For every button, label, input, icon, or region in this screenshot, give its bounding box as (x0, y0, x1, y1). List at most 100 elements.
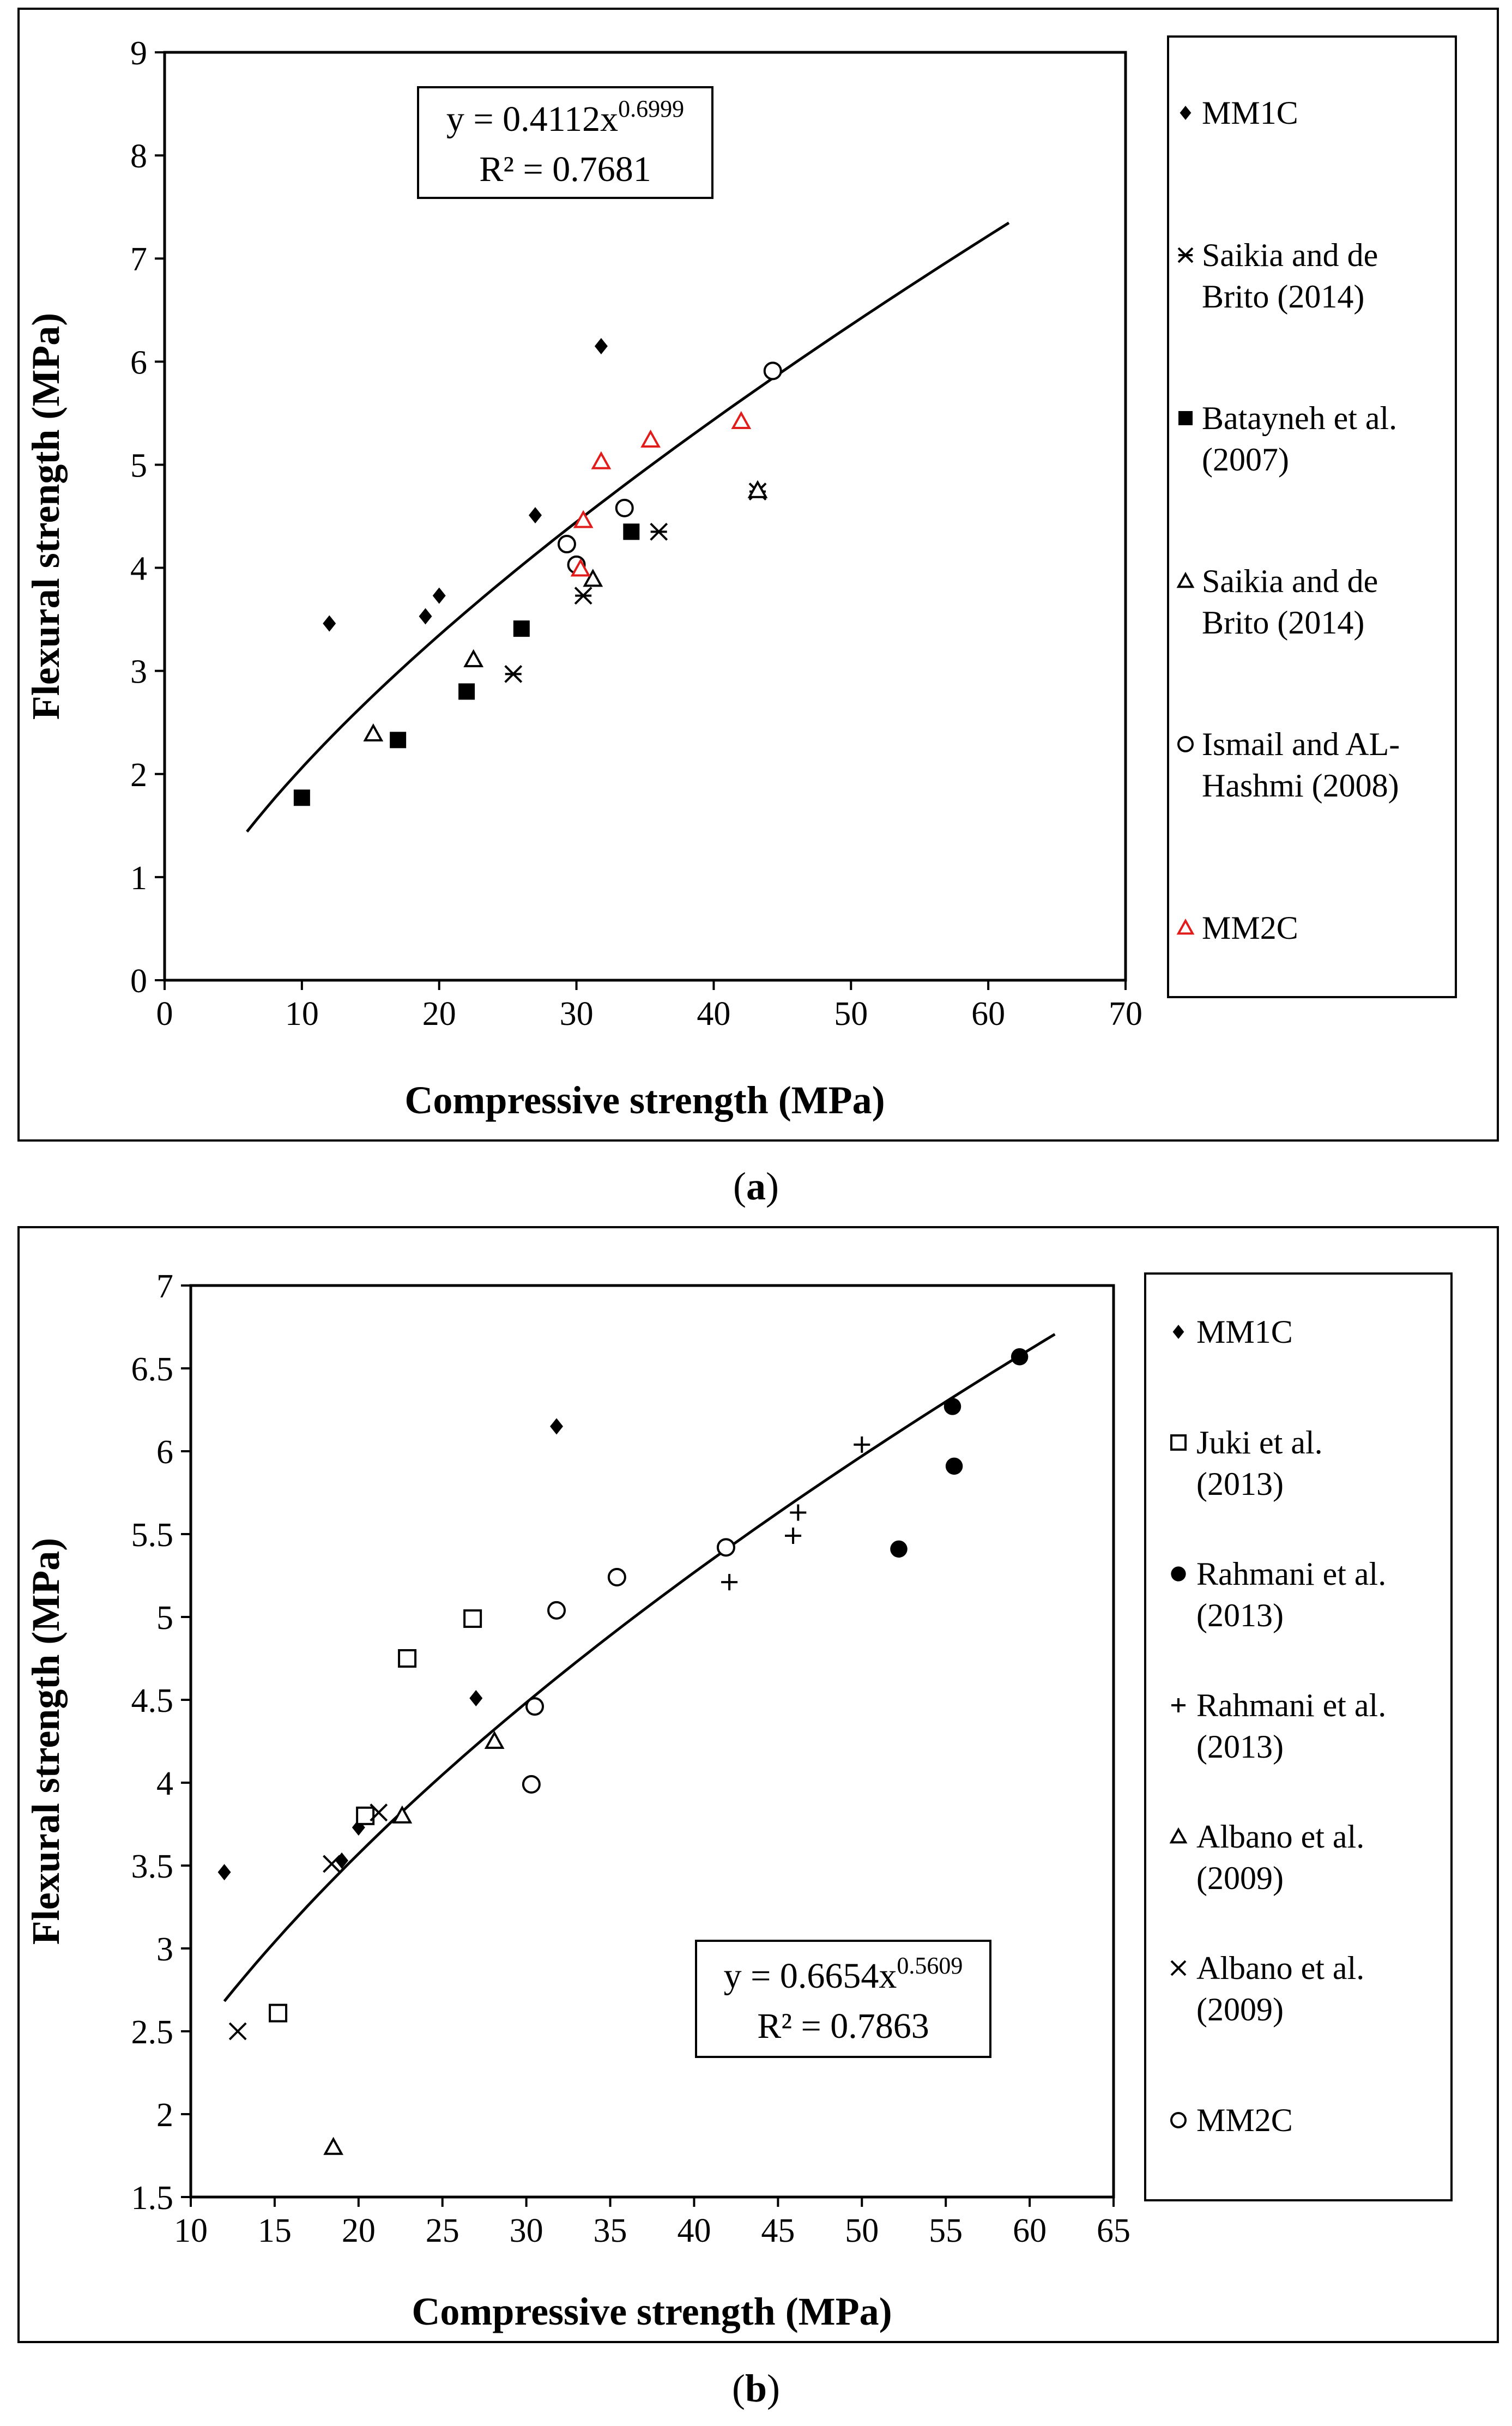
chart-a-marks (293, 337, 782, 806)
y-tick-label: 8 (130, 138, 147, 175)
y-tick-label: 2 (156, 2097, 173, 2134)
data-point-s4-p1 (392, 1805, 413, 1824)
y-tick-label: 1 (130, 860, 147, 897)
chart-b-axes: 10 15 20 25 30 35 40 45 50 55 60 651.522.533.544.55… (131, 1268, 1131, 2249)
data-point-s0-p3 (529, 507, 542, 524)
data-point-s3-p3 (854, 1436, 870, 1453)
y-tick-label: 9 (130, 35, 147, 72)
data-point-s0-p3 (469, 1689, 483, 1706)
y-tick-label: 1.5 (131, 2180, 174, 2217)
data-point-s0-p4 (594, 337, 608, 354)
legend-marker-5 (1170, 1960, 1187, 1976)
y-tick-label: 3.5 (131, 1848, 174, 1885)
x-tick-label: 35 (594, 2212, 627, 2249)
chart-panel-a: 0 10 20 30 40 50 60 70 0 1 2 3 4 5 6 7 8 9 y = 0.4112x0.6… (17, 8, 1499, 1142)
legend-marker-3 (1171, 1698, 1186, 1712)
x-tick-label: 70 (1109, 995, 1142, 1033)
y-tick-label: 7 (130, 241, 147, 278)
chart-a-axes: 0 10 20 30 40 50 60 70 0 1 2 3 4 5 6 7 8 9 (130, 35, 1142, 1033)
chart-b-marks (217, 1348, 1029, 2155)
chart-a-legend: MM1C Saikia and de Brito (2014) Batayneh et… (1176, 95, 1400, 946)
chart-b-legend-box (1144, 1272, 1453, 2201)
data-point-s1-p0 (269, 2003, 288, 2023)
y-tick-label: 6 (156, 1434, 173, 1471)
data-point-s5-p0 (228, 2022, 247, 2041)
y-tick-label: 5 (130, 447, 147, 484)
legend-marker-0 (1172, 1325, 1184, 1339)
chart-a-r-squared: R² = 0.7681 (479, 149, 651, 189)
x-tick-label: 20 (342, 2212, 376, 2249)
data-point-s1-p1 (574, 587, 592, 605)
x-tick-label: 65 (1097, 2212, 1130, 2249)
y-tick-label: 2 (130, 757, 147, 794)
data-point-s3-p1 (785, 1528, 802, 1544)
data-point-s0-p4 (550, 1418, 564, 1435)
x-tick-label: 40 (697, 995, 730, 1033)
x-tick-label: 15 (258, 2212, 292, 2249)
data-point-s1-p2 (398, 1649, 417, 1668)
data-point-s1-p2 (650, 522, 668, 541)
x-tick-label: 20 (422, 995, 456, 1033)
chart-a-x-axis-title: Compressive strength (MPa) (404, 1078, 885, 1122)
x-tick-label: 45 (761, 2212, 795, 2249)
legend-marker-2 (1171, 1566, 1186, 1582)
chart-b-x-axis-title: Compressive strength (MPa) (412, 2290, 892, 2333)
data-point-s5-p3 (640, 429, 661, 448)
data-point-s2-p0 (293, 789, 310, 806)
y-tick-label: 0 (130, 963, 147, 1000)
chart-a-legend-box (1167, 35, 1457, 998)
data-point-s5-p1 (573, 510, 594, 528)
legend-label-2: Batayneh et al. (2007) (1202, 400, 1397, 478)
chart-b-equation-box (695, 1940, 991, 2058)
chart-a-plot-area (163, 51, 1127, 982)
data-point-s2-p4 (623, 523, 640, 540)
legend-label-1: Juki et al. (2013) (1196, 1425, 1323, 1502)
data-point-s5-p0 (570, 558, 591, 577)
chart-b-trendline (223, 1333, 1056, 2002)
data-point-s5-p1 (323, 1855, 341, 1873)
data-point-s2-p3 (1011, 1348, 1029, 1366)
data-point-s2-p2 (945, 1457, 963, 1475)
data-point-s0-p0 (323, 615, 336, 632)
data-point-s3-p3 (747, 480, 768, 498)
data-point-s2-p1 (944, 1398, 961, 1415)
caption-a: (a) (733, 1164, 779, 1208)
chart-b-y-axis-title: Flexural strength (MPa) (24, 1538, 68, 1945)
data-point-s3-p1 (463, 649, 484, 667)
legend-marker-4 (1169, 1827, 1188, 1844)
data-point-s6-p3 (607, 1568, 626, 1587)
data-point-s6-p2 (547, 1601, 566, 1620)
data-point-s4-p0 (557, 535, 576, 554)
chart-a-y-axis-title: Flexural strength (MPa) (24, 313, 68, 720)
x-tick-label: 60 (971, 995, 1005, 1033)
x-tick-label: 55 (929, 2212, 963, 2249)
data-point-s0-p0 (217, 1864, 231, 1881)
y-tick-label: 5 (156, 1600, 173, 1637)
data-point-s2-p1 (390, 732, 407, 749)
data-point-s4-p3 (763, 361, 782, 381)
legend-marker-4 (1177, 736, 1194, 752)
caption-b: (b) (732, 2367, 780, 2410)
chart-b-equation: y = 0.6654x0.5609 (724, 1952, 963, 1996)
chart-b-legend: MM1C Juki et al. (2013) Rahmani et al. (2013… (1169, 1314, 1386, 2138)
legend-marker-3 (1176, 571, 1195, 588)
y-tick-label: 6 (130, 344, 147, 381)
data-point-s3-p2 (790, 1504, 807, 1521)
y-tick-label: 3 (156, 1931, 173, 1968)
x-tick-label: 0 (156, 995, 173, 1033)
chart-b-r-squared: R² = 0.7863 (757, 2006, 929, 2046)
legend-marker-1 (1177, 247, 1194, 263)
data-point-s3-p2 (583, 569, 603, 587)
x-tick-label: 60 (1013, 2212, 1047, 2249)
data-point-s4-p2 (615, 498, 634, 517)
data-point-s2-p2 (458, 683, 475, 700)
data-point-s1-p0 (504, 665, 523, 683)
data-point-s5-p2 (370, 1803, 388, 1822)
legend-marker-1 (1170, 1434, 1187, 1451)
legend-label-5: Albano et al. (2009) (1196, 1950, 1364, 2027)
legend-label-1: Saikia and de Brito (2014) (1202, 237, 1378, 315)
data-point-s3-p0 (363, 723, 384, 742)
y-tick-label: 7 (156, 1268, 173, 1305)
legend-label-0: MM1C (1196, 1314, 1293, 1350)
data-point-s5-p2 (591, 451, 612, 469)
